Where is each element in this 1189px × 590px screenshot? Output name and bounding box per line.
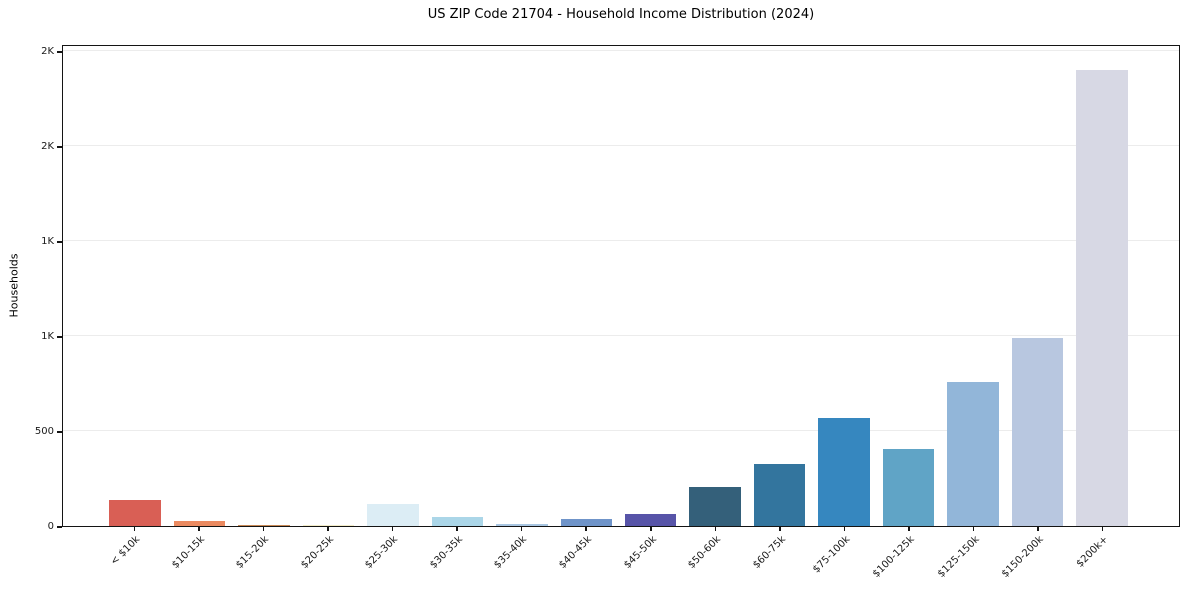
bar-slot	[103, 46, 167, 526]
x-tick-mark	[779, 526, 781, 531]
x-tick-mark	[972, 526, 975, 531]
plot-area	[62, 45, 1180, 527]
bar-$75-100k	[818, 417, 870, 526]
bar-$60-75k	[753, 464, 806, 526]
bar-slot	[1070, 46, 1134, 526]
x-tick-mark	[198, 526, 200, 531]
x-tick-mark	[391, 526, 394, 531]
bar-< $10k	[109, 499, 161, 526]
y-tick-label: 1K	[41, 236, 54, 248]
bar-slot	[554, 46, 618, 526]
x-tick-label: $25-30k	[363, 534, 401, 571]
y-tick-mark	[57, 241, 62, 243]
x-tick-label: $45-50k	[621, 534, 659, 571]
x-tick-mark	[1037, 526, 1039, 531]
gridline	[63, 430, 1179, 432]
gridline	[63, 335, 1179, 337]
bar-$25-30k	[367, 504, 419, 526]
x-tick-label: $50-60k	[686, 534, 724, 571]
x-tick-mark	[585, 526, 587, 531]
bar-$10-15k	[173, 520, 226, 526]
y-tick-label: 500	[34, 426, 54, 437]
x-tick-label: $10-15k	[169, 534, 207, 571]
bar-$15-20k	[238, 524, 290, 526]
x-tick-mark	[714, 526, 717, 531]
bar-slot	[361, 46, 425, 526]
x-tick-mark	[133, 526, 136, 531]
bar-slot	[683, 46, 747, 526]
x-tick-label: $20-25k	[298, 534, 336, 571]
x-tick-label: $35-40k	[492, 534, 530, 571]
x-tick-mark	[1101, 526, 1104, 531]
x-tick-label: $60-75k	[750, 534, 788, 571]
x-tick-label: $75-100k	[810, 534, 853, 576]
bar-$45-50k	[624, 514, 677, 526]
bar-$20-25k	[302, 525, 355, 526]
x-tick-label: $150-200k	[1000, 534, 1046, 580]
bar-$150-200k	[1011, 337, 1064, 526]
bar-slot	[1005, 46, 1069, 526]
x-tick-mark	[456, 526, 458, 531]
bar-$125-150k	[947, 381, 999, 526]
x-tick-mark	[843, 526, 846, 531]
y-tick-label: 2K	[41, 141, 54, 153]
y-tick-label: 1K	[41, 331, 54, 342]
bar-slot	[619, 46, 683, 526]
bar-slot	[296, 46, 360, 526]
y-axis-label: Households	[7, 253, 21, 318]
y-tick-mark	[57, 336, 62, 338]
gridline	[63, 145, 1179, 147]
bar-$50-60k	[689, 486, 741, 526]
bar-slot	[425, 46, 489, 526]
y-tick-label: 2K	[41, 46, 54, 58]
x-tick-label: $125-150k	[935, 534, 982, 580]
bar-slot	[167, 46, 231, 526]
bar-slot	[747, 46, 811, 526]
x-tick-label: $15-20k	[234, 534, 272, 571]
bar-series	[63, 46, 1179, 526]
bar-slot	[232, 46, 296, 526]
bar-$40-45k	[560, 518, 613, 526]
bar-$35-40k	[496, 524, 548, 526]
x-tick-label: $100-125k	[870, 534, 917, 580]
y-tick-mark	[57, 431, 62, 433]
bar-slot	[941, 46, 1005, 526]
x-tick-label: $30-35k	[427, 534, 465, 571]
x-tick-label: < $10k	[108, 534, 143, 568]
chart-title: US ZIP Code 21704 - Household Income Dis…	[427, 7, 815, 22]
x-tick-mark	[908, 526, 910, 531]
y-tick-label: 0	[47, 521, 54, 532]
gridline	[63, 50, 1179, 52]
x-tick-mark	[650, 526, 652, 531]
bar-$100-125k	[882, 449, 935, 526]
bar-slot	[876, 46, 940, 526]
y-tick-mark	[57, 146, 62, 148]
gridline	[63, 240, 1179, 242]
x-tick-mark	[327, 526, 329, 531]
y-tick-mark	[57, 526, 62, 528]
x-tick-mark	[520, 526, 523, 531]
bar-slot	[812, 46, 876, 526]
x-tick-label: $200k+	[1074, 534, 1111, 570]
bar-$200k+	[1076, 69, 1128, 526]
y-tick-mark	[57, 51, 62, 53]
bar-$30-35k	[431, 516, 484, 526]
x-tick-label: $40-45k	[557, 534, 594, 571]
bar-slot	[490, 46, 554, 526]
x-tick-mark	[262, 526, 265, 531]
